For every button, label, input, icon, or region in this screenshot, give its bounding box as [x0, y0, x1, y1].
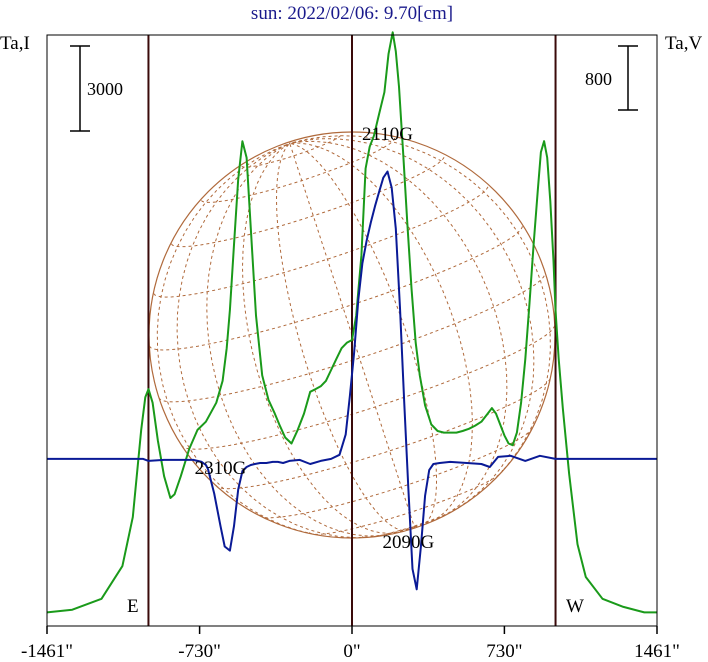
latitude-line	[181, 323, 555, 450]
right-axis-label: Ta,V	[665, 33, 702, 54]
latitude-line	[171, 155, 445, 248]
left-scale-bar: 3000	[70, 45, 123, 132]
longitude-line	[241, 142, 415, 534]
annotation-label: 2110G	[362, 124, 413, 145]
longitude-line	[289, 135, 551, 528]
west-limb-label: W	[566, 596, 584, 617]
left-axis-label: Ta,I	[0, 33, 30, 54]
longitude-line	[289, 143, 416, 529]
x-tick-label: 1461"	[634, 641, 680, 662]
annotation-label: 2310G	[195, 458, 247, 479]
left-scale-bar-label: 3000	[87, 79, 123, 99]
latitude-line	[149, 224, 523, 351]
longitude-line	[289, 142, 437, 528]
x-tick-label: 730"	[486, 641, 522, 662]
annotation-label: 2090G	[382, 532, 434, 553]
longitude-line	[176, 142, 415, 538]
longitude-line	[289, 142, 473, 528]
limb-lines	[147, 35, 557, 626]
east-limb-label: E	[127, 596, 139, 617]
right-scale-bar: 800	[585, 45, 638, 111]
series-lines	[46, 31, 657, 614]
x-tick-label: 0"	[343, 641, 360, 662]
x-tick-label: -730"	[178, 641, 221, 662]
latitude-line	[309, 469, 503, 535]
chart-title: sun: 2022/02/06: 9.70[cm]	[251, 3, 453, 24]
x-axis-ticks: -1461" -730" 0" 730" 1461"	[21, 626, 680, 662]
longitude-line	[275, 142, 415, 532]
intensity-series-line	[46, 31, 657, 614]
polarization-series-line	[47, 170, 657, 591]
right-scale-bar-label: 800	[585, 69, 612, 89]
longitude-line	[289, 138, 535, 528]
x-tick-label: -1461"	[21, 641, 73, 662]
flux-annotations: 2110G 2310G 2090G	[195, 124, 435, 553]
